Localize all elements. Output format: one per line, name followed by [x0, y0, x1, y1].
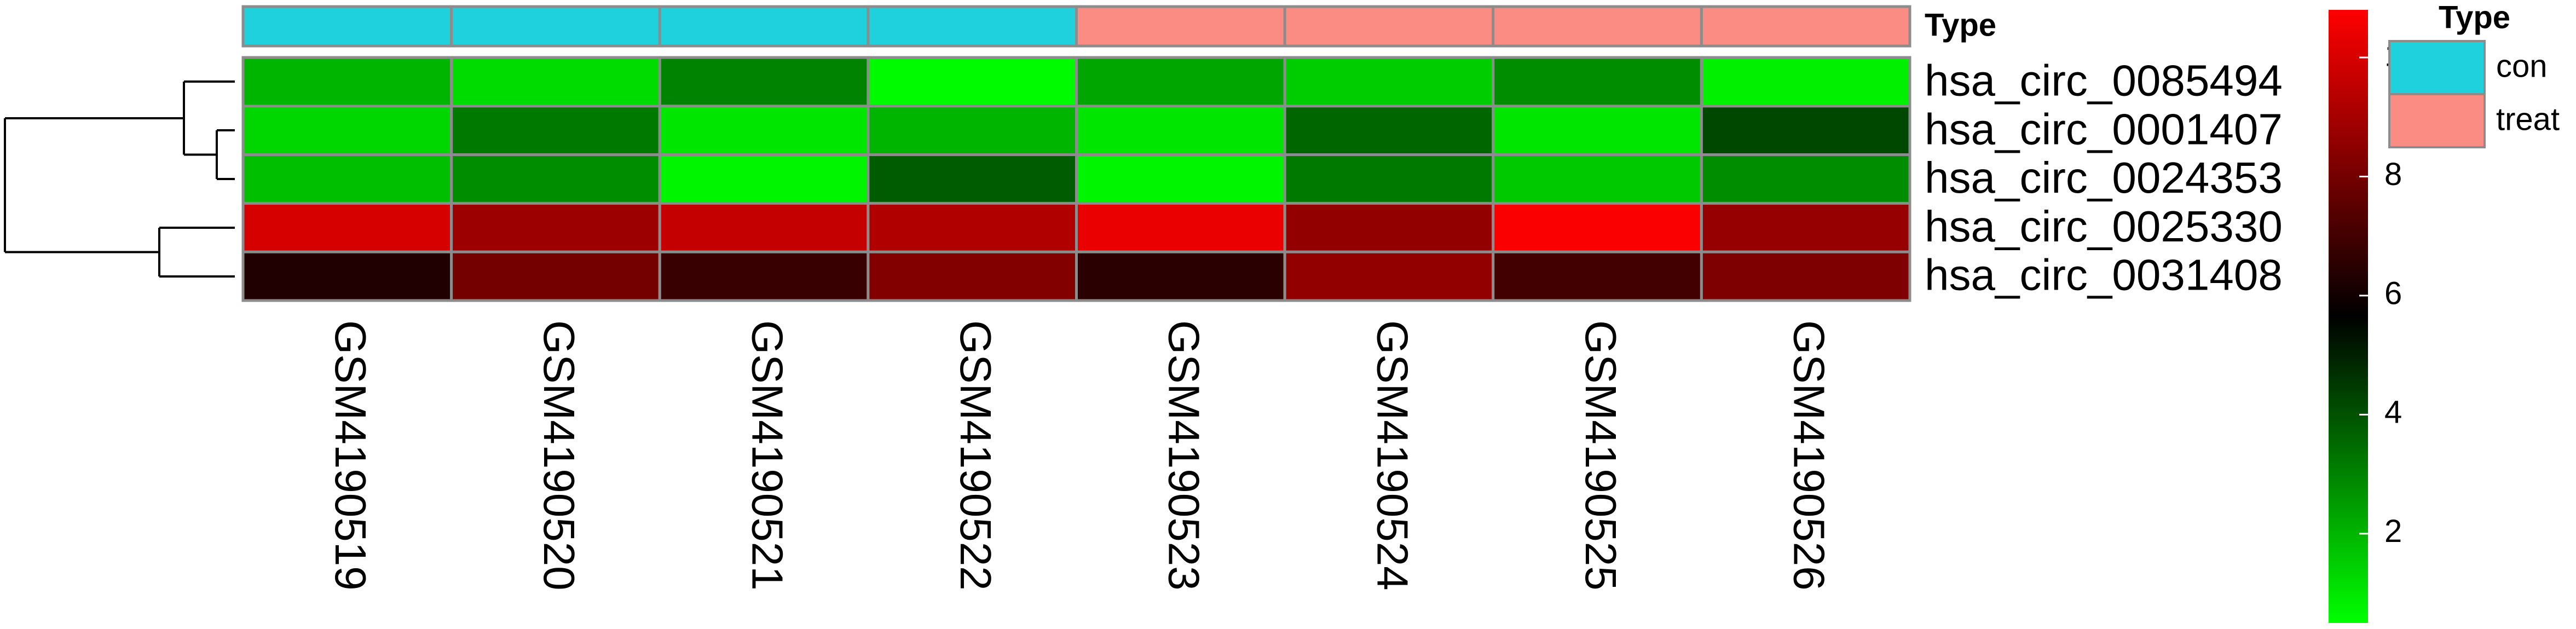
colorbar-tick-label: 8: [2384, 157, 2402, 192]
row-label: hsa_circ_0001407: [1925, 105, 2283, 153]
heatmap-cell: [867, 56, 1078, 108]
heatmap-cell: [1075, 250, 1286, 302]
heatmap-cell: [658, 201, 870, 253]
heatmap-cell: [658, 105, 870, 157]
heatmap-cell: [867, 153, 1078, 205]
heatmap-cell: [241, 153, 453, 205]
legend-label: treat: [2496, 101, 2560, 137]
type-cell: [867, 5, 1078, 48]
column-label: GSM4190523: [1160, 320, 1209, 591]
heatmap-cell: [658, 153, 870, 205]
heatmap-cell: [658, 56, 870, 108]
heatmap-cell: [1075, 153, 1286, 205]
row-label: hsa_circ_0024353: [1925, 153, 2283, 202]
heatmap-cell: [867, 250, 1078, 302]
row-label: hsa_circ_0025330: [1925, 202, 2283, 251]
heatmap-cell: [241, 56, 453, 108]
heatmap-cell: [1700, 56, 1911, 108]
column-label: GSM4190522: [951, 320, 1000, 591]
column-label: GSM4190526: [1785, 320, 1834, 591]
colorbar-tick-label: 2: [2384, 513, 2402, 549]
heatmap-cell: [241, 201, 453, 253]
legend-swatch: [2388, 40, 2486, 95]
type-cell: [1700, 5, 1911, 48]
legend-title: Type: [2439, 0, 2510, 35]
heatmap-cell: [1492, 201, 1703, 253]
type-cell: [241, 5, 453, 48]
heatmap-cell: [867, 201, 1078, 253]
heatmap-cell: [450, 56, 661, 108]
heatmap-cell: [1492, 105, 1703, 157]
legend-swatch: [2388, 93, 2486, 148]
colorbar-tick-label: 6: [2384, 275, 2402, 311]
colorbar: [2329, 10, 2368, 623]
legend-label: con: [2496, 48, 2548, 84]
heatmap-cell: [1075, 201, 1286, 253]
dendrogram: [4, 80, 235, 278]
row-label: hsa_circ_0085494: [1925, 56, 2283, 105]
heatmap-cell: [867, 105, 1078, 157]
heatmap-cell: [1492, 56, 1703, 108]
type-cell: [1492, 5, 1703, 48]
heatmap-cell: [450, 105, 661, 157]
heatmap-cell: [1283, 153, 1495, 205]
heatmap-cell: [1283, 105, 1495, 157]
column-label: GSM4190520: [535, 320, 584, 591]
heatmap-cell: [450, 153, 661, 205]
heatmap-cell: [1700, 153, 1911, 205]
heatmap-cell: [1492, 250, 1703, 302]
heatmap-cell: [241, 250, 453, 302]
heatmap-cell: [1700, 105, 1911, 157]
heatmap-cell: [1283, 201, 1495, 253]
heatmap-cell: [1283, 56, 1495, 108]
colorbar-tick-label: 4: [2384, 395, 2402, 430]
heatmap-cell: [450, 201, 661, 253]
heatmap-cell: [1075, 105, 1286, 157]
column-label: GSM4190521: [743, 320, 792, 591]
row-label: hsa_circ_0031408: [1925, 251, 2283, 299]
type-cell: [658, 5, 870, 48]
heatmap-cell: [1700, 201, 1911, 253]
column-label: GSM4190524: [1368, 320, 1417, 591]
column-label: GSM4190519: [326, 320, 375, 591]
column-label: GSM4190525: [1576, 320, 1625, 591]
heatmap-cell: [1075, 56, 1286, 108]
heatmap-cell: [658, 250, 870, 302]
annotation-title: Type: [1925, 7, 1996, 43]
type-cell: [450, 5, 661, 48]
heatmap-cell: [1700, 250, 1911, 302]
heatmap-cell: [450, 250, 661, 302]
heatmap-cell: [241, 105, 453, 157]
heatmap-cell: [1492, 153, 1703, 205]
type-cell: [1283, 5, 1495, 48]
type-cell: [1075, 5, 1286, 48]
heatmap-cell: [1283, 250, 1495, 302]
